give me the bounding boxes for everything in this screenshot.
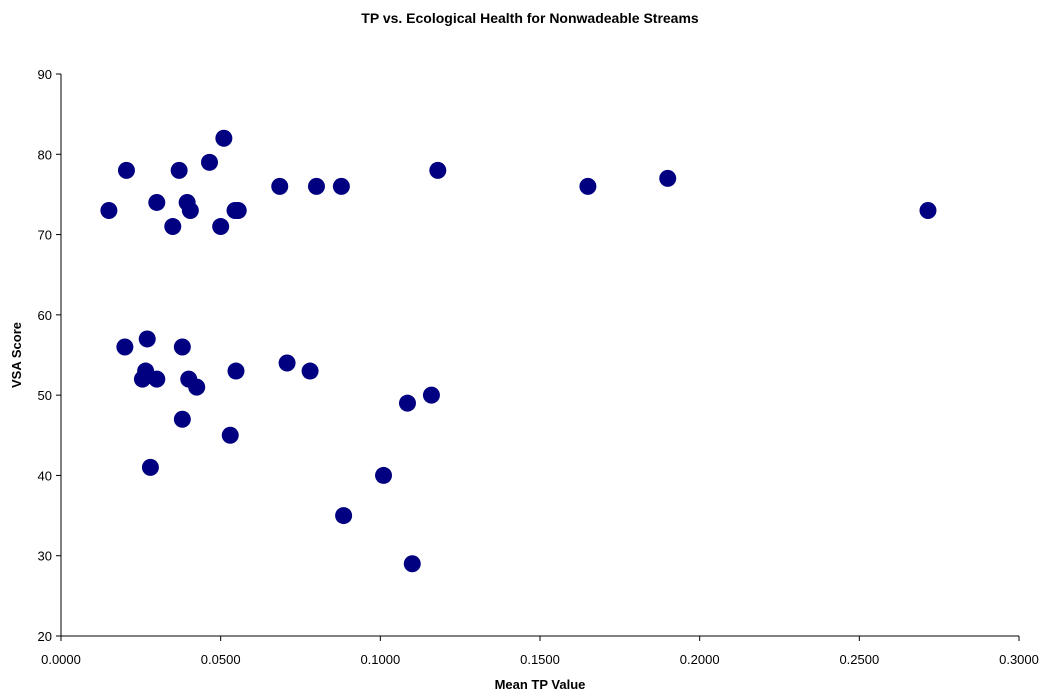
data-point [200,153,218,171]
y-tick-label: 40 [38,468,52,483]
data-point [148,370,166,388]
y-axis-label: VSA Score [9,322,24,388]
y-tick-label: 70 [38,228,52,243]
y-tick-label: 60 [38,308,52,323]
data-point [133,370,151,388]
data-point [221,426,239,444]
y-axis: 20 30 40 50 60 70 80 90 [38,67,62,644]
data-point [227,362,245,380]
x-tick-label: 0.2500 [839,652,879,667]
data-point [332,177,350,195]
data-point [181,201,199,219]
data-point [307,177,325,195]
data-point [398,394,416,412]
x-tick-label: 0.2000 [680,652,720,667]
x-tick-label: 0.1500 [520,652,560,667]
data-point [138,330,156,348]
y-tick-label: 50 [38,388,52,403]
data-point [116,338,134,356]
x-tick-label: 0.1000 [360,652,400,667]
data-point [170,161,188,179]
data-point [229,201,247,219]
data-point [188,378,206,396]
y-tick-label: 80 [38,147,52,162]
data-point [212,218,230,236]
data-point [164,218,182,236]
data-point [173,338,191,356]
x-tick-label: 0.0500 [201,652,241,667]
data-point [429,161,447,179]
data-point [148,193,166,211]
data-point [141,458,159,476]
data-point [271,177,289,195]
data-point [919,201,937,219]
data-point [403,555,421,573]
data-point [117,161,135,179]
x-axis: 0.0000 0.0500 0.1000 0.1500 0.2000 0.2500 0.30… [41,635,1039,667]
data-point [301,362,319,380]
data-point [335,507,353,525]
y-tick-label: 30 [38,549,52,564]
x-axis-label: Mean TP Value [495,677,586,692]
data-points [100,129,937,573]
x-tick-label: 0.0000 [41,652,81,667]
data-point [375,466,393,484]
y-tick-label: 90 [38,67,52,82]
data-point [659,169,677,187]
y-tick-label: 20 [38,629,52,644]
data-point [422,386,440,404]
data-point [278,354,296,372]
chart-title: TP vs. Ecological Health for Nonwadeable… [361,10,699,26]
data-point [215,129,233,147]
x-tick-label: 0.3000 [999,652,1039,667]
data-point [173,410,191,428]
data-point [100,201,118,219]
data-point [579,177,597,195]
